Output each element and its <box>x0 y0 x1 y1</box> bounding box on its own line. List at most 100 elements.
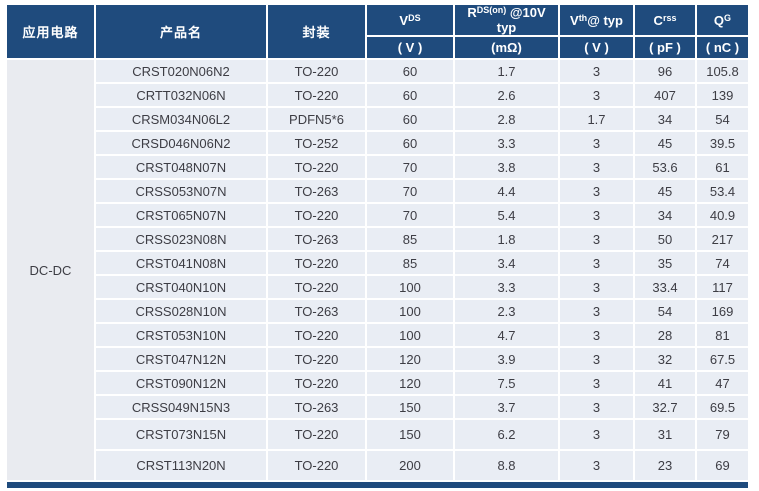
cell-crss: 23 <box>635 451 695 480</box>
col-header-qg: QG <box>697 5 748 35</box>
table-row: DC-DC CRST020N06N2 TO-220 60 1.7 3 96 105.8 <box>7 60 748 480</box>
crss-symbol: C <box>653 12 663 28</box>
cell-vds: 85 <box>367 228 453 250</box>
vth-symbol: V <box>570 12 579 28</box>
cell-crss: 32.7 <box>635 396 695 418</box>
cell-product-name: CRSD046N06N2 <box>96 132 266 154</box>
cell-vds: 60 <box>367 132 453 154</box>
cell-vth: 3 <box>560 228 633 250</box>
cell-crss: 45 <box>635 180 695 202</box>
qg-subscript: G <box>724 12 732 23</box>
cell-rdson: 4.4 <box>455 180 558 202</box>
cell-crss: 41 <box>635 372 695 394</box>
cell-package: TO-220 <box>268 252 365 274</box>
header-row-units: ( V ) (mΩ) ( V ) ( pF ) ( nC ) <box>7 37 748 58</box>
cell-vth: 3 <box>560 204 633 226</box>
cell-qg: 61 <box>697 156 748 178</box>
cell-qg: 69 <box>697 451 748 480</box>
cell-vds: 100 <box>367 324 453 346</box>
cell-vth: 3 <box>560 348 633 370</box>
cell-rdson: 8.8 <box>455 451 558 480</box>
cell-vth: 3 <box>560 451 633 480</box>
cell-package: TO-252 <box>268 132 365 154</box>
cell-qg: 117 <box>697 276 748 298</box>
cell-product-name: CRSS023N08N <box>96 228 266 250</box>
cell-qg: 69.5 <box>697 396 748 418</box>
cell-product-name: CRTT032N06N <box>96 84 266 106</box>
vth-subscript: th <box>578 12 588 23</box>
cell-qg: 105.8 <box>697 60 748 82</box>
cell-crss: 96 <box>635 60 695 82</box>
cell-product-name: CRST041N08N <box>96 252 266 274</box>
cell-qg: 54 <box>697 108 748 130</box>
cell-rdson: 5.4 <box>455 204 558 226</box>
col-header-crss: Crss <box>635 5 695 35</box>
cell-package: TO-263 <box>268 300 365 322</box>
cell-product-name: CRSS028N10N <box>96 300 266 322</box>
cell-crss: 53.6 <box>635 156 695 178</box>
table-row: CRSM034N06L2 PDFN5*6 60 2.8 1.7 34 54 <box>7 108 748 130</box>
col-header-product-name: 产品名 <box>96 5 266 58</box>
rdson-subscript: DS(on) <box>476 5 507 15</box>
cell-qg: 79 <box>697 420 748 449</box>
cell-rdson: 4.7 <box>455 324 558 346</box>
cell-rdson: 2.6 <box>455 84 558 106</box>
cell-package: TO-220 <box>268 324 365 346</box>
cell-product-name: CRST065N07N <box>96 204 266 226</box>
cell-crss: 34 <box>635 204 695 226</box>
cell-package: TO-263 <box>268 180 365 202</box>
cell-rdson: 3.3 <box>455 276 558 298</box>
cell-qg: 53.4 <box>697 180 748 202</box>
cell-product-name: CRST073N15N <box>96 420 266 449</box>
cell-qg: 47 <box>697 372 748 394</box>
cell-vds: 120 <box>367 372 453 394</box>
cell-vth: 3 <box>560 300 633 322</box>
table-row: CRST040N10N TO-220 100 3.3 3 33.4 117 <box>7 276 748 298</box>
vth-condition: @ typ <box>587 12 623 28</box>
cell-vth: 3 <box>560 84 633 106</box>
cell-product-name: CRST053N10N <box>96 324 266 346</box>
table-row: CRST048N07N TO-220 70 3.8 3 53.6 61 <box>7 156 748 178</box>
cell-package: TO-220 <box>268 420 365 449</box>
cell-package: PDFN5*6 <box>268 108 365 130</box>
cell-vds: 70 <box>367 156 453 178</box>
cell-crss: 35 <box>635 252 695 274</box>
unit-crss: ( pF ) <box>635 37 695 58</box>
cell-package: TO-220 <box>268 348 365 370</box>
cell-rdson: 3.3 <box>455 132 558 154</box>
cell-crss: 31 <box>635 420 695 449</box>
cell-vth: 3 <box>560 324 633 346</box>
cell-vds: 200 <box>367 451 453 480</box>
cell-rdson: 3.8 <box>455 156 558 178</box>
col-header-vds: VDS <box>367 5 453 35</box>
cell-qg: 39.5 <box>697 132 748 154</box>
cell-vth: 3 <box>560 372 633 394</box>
cell-crss: 45 <box>635 132 695 154</box>
table-row: CRSS053N07N TO-263 70 4.4 3 45 53.4 <box>7 180 748 202</box>
application-circuit-cell: DC-DC <box>7 60 94 480</box>
vds-subscript: DS <box>408 12 421 23</box>
product-table: 应用电路 产品名 封装 VDS RDS(on) @10V typ Vth@ ty… <box>5 3 750 482</box>
rdson-symbol: R <box>467 5 477 20</box>
cell-vth: 3 <box>560 132 633 154</box>
cell-vth: 3 <box>560 60 633 82</box>
col-header-application-circuit: 应用电路 <box>7 5 94 58</box>
cell-vds: 70 <box>367 180 453 202</box>
table-row: CRSS049N15N3 TO-263 150 3.7 3 32.7 69.5 <box>7 396 748 418</box>
cell-vds: 60 <box>367 108 453 130</box>
cell-product-name: CRSM034N06L2 <box>96 108 266 130</box>
cell-vds: 60 <box>367 60 453 82</box>
unit-rdson: (mΩ) <box>455 37 558 58</box>
cell-crss: 28 <box>635 324 695 346</box>
table-row: CRST047N12N TO-220 120 3.9 3 32 67.5 <box>7 348 748 370</box>
cell-product-name: CRSS053N07N <box>96 180 266 202</box>
cell-package: TO-220 <box>268 204 365 226</box>
cell-vds: 85 <box>367 252 453 274</box>
cell-vds: 70 <box>367 204 453 226</box>
col-header-rdson: RDS(on) @10V typ <box>455 5 558 35</box>
col-header-vth: Vth@ typ <box>560 5 633 35</box>
table-row: CRST041N08N TO-220 85 3.4 3 35 74 <box>7 252 748 274</box>
cell-product-name: CRST040N10N <box>96 276 266 298</box>
unit-qg: ( nC ) <box>697 37 748 58</box>
cell-vth: 3 <box>560 156 633 178</box>
